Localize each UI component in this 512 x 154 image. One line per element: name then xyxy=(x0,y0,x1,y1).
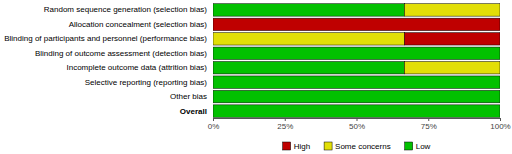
category-label: Selective reporting (reporting bias) xyxy=(85,78,208,87)
category-label: Allocation concealment (selection bias) xyxy=(69,20,208,29)
category-label: Random sequence generation (selection bi… xyxy=(44,5,208,14)
y-tick: Incomplete outcome data (attrition bias) xyxy=(66,63,213,72)
bar-segment xyxy=(213,62,404,74)
y-tick: Overall xyxy=(180,107,213,116)
bar-segment xyxy=(500,62,501,74)
bar-segment xyxy=(500,76,501,88)
y-tick: Blinding of outcome assessment (detectio… xyxy=(35,49,213,58)
legend-swatch xyxy=(283,142,291,150)
bar-segment xyxy=(213,105,500,117)
legend-item: Low xyxy=(405,142,431,151)
y-tick: Allocation concealment (selection bias) xyxy=(69,20,213,29)
category-label: Blinding of participants and personnel (… xyxy=(4,34,207,43)
bar-segment xyxy=(500,90,501,102)
legend: High Some concerns Low xyxy=(283,142,431,151)
x-tick: 0% xyxy=(208,118,220,131)
x-tick: 100% xyxy=(490,118,510,131)
legend-label: Some concerns xyxy=(335,142,391,151)
bar-segment xyxy=(404,4,500,16)
category-label: Incomplete outcome data (attrition bias) xyxy=(66,63,207,72)
x-tick-label: 50% xyxy=(349,122,365,131)
y-axis: Random sequence generation (selection bi… xyxy=(4,5,213,115)
y-tick: Selective reporting (reporting bias) xyxy=(85,78,213,87)
bar-segment xyxy=(500,105,501,117)
category-label: Other bias xyxy=(170,92,207,101)
x-tick-line xyxy=(357,118,358,121)
x-axis: 0% 25% 50% 75% 100% xyxy=(208,118,511,131)
legend-label: Low xyxy=(416,142,431,151)
legend-swatch xyxy=(405,142,413,150)
x-tick: 50% xyxy=(349,118,365,131)
bar-segment xyxy=(500,4,501,16)
bar-segment xyxy=(404,62,500,74)
bar-segment xyxy=(404,33,500,45)
bar-segment xyxy=(213,33,404,45)
bar-segment xyxy=(213,90,500,102)
bar-segment xyxy=(213,4,404,16)
y-tick: Blinding of participants and personnel (… xyxy=(4,34,213,43)
x-tick-line xyxy=(428,118,429,121)
bar-segment xyxy=(500,47,501,59)
y-tick: Random sequence generation (selection bi… xyxy=(44,5,213,14)
x-tick: 75% xyxy=(421,118,437,131)
bars xyxy=(213,4,500,118)
bar-segment xyxy=(500,105,501,117)
x-tick-label: 25% xyxy=(277,122,293,131)
category-label: Blinding of outcome assessment (detectio… xyxy=(35,49,207,58)
bar-segment xyxy=(500,90,501,102)
legend-item: High xyxy=(283,142,310,151)
x-tick-label: 0% xyxy=(208,122,220,131)
legend-swatch xyxy=(324,142,332,150)
bar-segment xyxy=(500,47,501,59)
legend-item: Some concerns xyxy=(324,142,391,151)
x-tick-label: 100% xyxy=(490,122,510,131)
bar-segment xyxy=(213,47,500,59)
chart: Random sequence generation (selection bi… xyxy=(0,0,512,154)
category-label: Overall xyxy=(180,107,207,116)
legend-label: High xyxy=(294,142,310,151)
x-tick-line xyxy=(500,118,501,121)
x-tick-line xyxy=(213,118,214,121)
bar-segment xyxy=(500,76,501,88)
x-tick: 25% xyxy=(277,118,293,131)
bar-segment xyxy=(213,18,500,30)
x-tick-label: 75% xyxy=(421,122,437,131)
x-tick-line xyxy=(285,118,286,121)
y-tick: Other bias xyxy=(170,92,213,101)
bar-segment xyxy=(213,76,500,88)
x-axis-line xyxy=(214,119,501,122)
